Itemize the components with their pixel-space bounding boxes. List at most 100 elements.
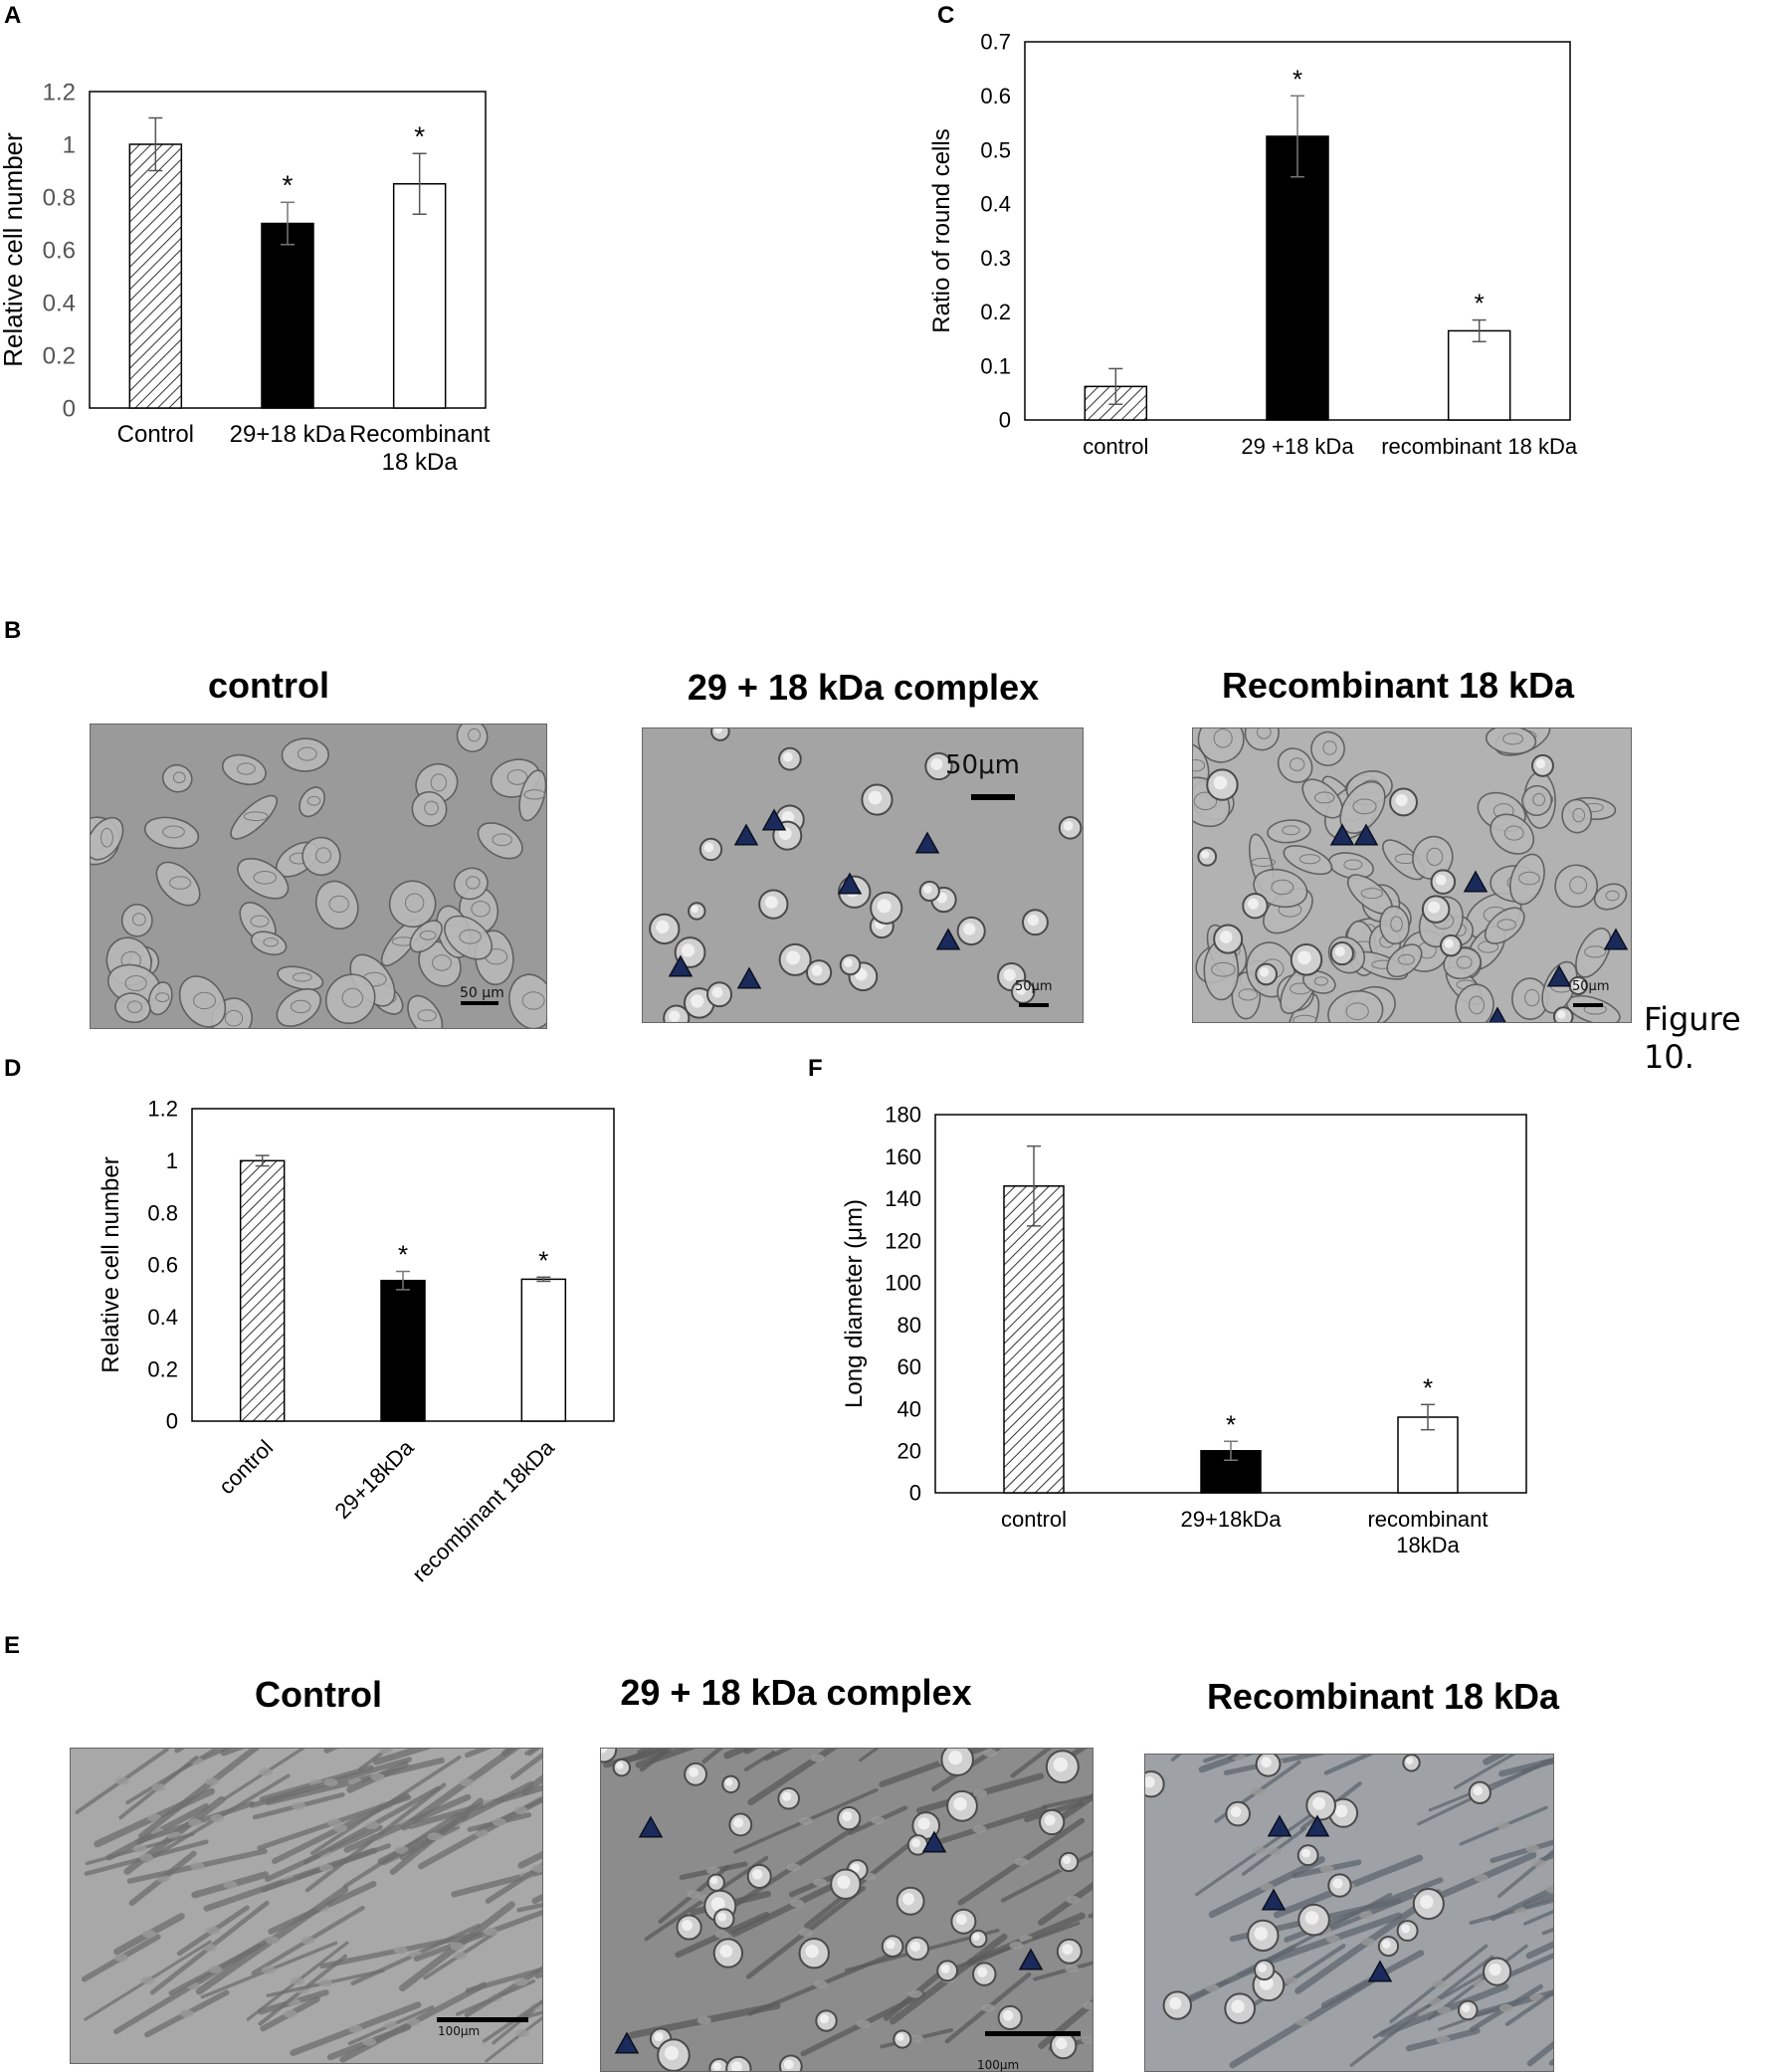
y-tick-label: 0.3 xyxy=(980,246,1011,271)
y-tick-label: 0.4 xyxy=(147,1305,178,1330)
scale-bar xyxy=(985,2031,1081,2036)
scale-bar xyxy=(437,2017,528,2022)
significance-marker: * xyxy=(283,169,294,200)
arrowhead-marker-icon xyxy=(733,823,759,846)
y-tick-label: 0.7 xyxy=(980,30,1011,55)
arrowhead-marker-icon xyxy=(1353,823,1379,846)
bar-control xyxy=(128,143,183,409)
y-tick-label: 0.6 xyxy=(147,1253,178,1278)
y-tick-label: 100 xyxy=(885,1271,921,1296)
y-tick-label: 140 xyxy=(885,1186,921,1211)
y-tick-label: 0.5 xyxy=(980,137,1011,162)
arrowhead-marker-icon xyxy=(1261,1888,1287,1911)
significance-marker: * xyxy=(1475,289,1485,318)
y-tick-label: 0 xyxy=(166,1409,178,1434)
y-tick-label: 60 xyxy=(897,1354,921,1379)
bar-recombinant-18-kda xyxy=(1447,329,1511,421)
panel-b-title-control: control xyxy=(208,665,329,706)
micrograph-e-recombinant xyxy=(1144,1754,1554,2072)
scale-label-e2: 100μm xyxy=(977,2058,1020,2072)
scale-label-b2-bottom: 50μm xyxy=(1015,979,1053,994)
panel-e-title-control: Control xyxy=(255,1674,382,1715)
panel-label-a: A xyxy=(4,2,22,29)
significance-marker: * xyxy=(1293,64,1302,94)
y-tick-label: 1 xyxy=(166,1148,178,1173)
significance-marker: * xyxy=(398,1240,408,1270)
significance-marker: * xyxy=(538,1245,548,1275)
arrowhead-marker-icon xyxy=(638,1815,664,1838)
arrowhead-marker-icon xyxy=(1018,1948,1044,1970)
chart-panel-d: 0 0.2 0.4 0.6 0.8 1 1.2 Relative cell number con… xyxy=(98,1097,615,1586)
arrowhead-marker-icon xyxy=(1546,964,1572,987)
significance-marker: * xyxy=(1423,1372,1433,1402)
scale-label-e1: 100μm xyxy=(438,2024,481,2038)
bar-29-18-kda xyxy=(1266,135,1329,421)
x-tick-label: 29+18 kDa xyxy=(230,421,346,448)
y-tick-label: 0.4 xyxy=(43,290,76,316)
arrowhead-marker-icon xyxy=(935,928,961,950)
micrograph-e-complex xyxy=(600,1748,1094,2072)
y-tick-label: 1 xyxy=(63,131,76,158)
significance-marker: * xyxy=(414,120,425,151)
bar-29-18kda xyxy=(380,1279,426,1422)
figure-caption: Figure 10. xyxy=(1644,1000,1741,1076)
y-tick-label: 0 xyxy=(999,408,1011,433)
panel-b-title-complex: 29 + 18 kDa complex xyxy=(687,667,1040,708)
y-tick-label: 0.2 xyxy=(980,300,1011,324)
x-tick-label: 29+18kDa xyxy=(329,1434,419,1524)
y-tick-label: 0.6 xyxy=(980,84,1011,108)
y-tick-label: 40 xyxy=(897,1396,921,1421)
arrowhead-marker-icon xyxy=(1489,1006,1506,1022)
panel-label-c: C xyxy=(937,2,955,29)
bar-recombinant-18kda xyxy=(520,1278,567,1422)
micrograph-b-complex xyxy=(642,727,1084,1023)
y-tick-label: 0.1 xyxy=(980,353,1011,378)
scale-label-b3: 50μm xyxy=(1572,979,1610,994)
arrowhead-marker-icon xyxy=(668,954,694,977)
arrowhead-marker-icon xyxy=(1329,823,1355,846)
x-tick-label: 29+18kDa xyxy=(1181,1507,1283,1532)
arrowhead-marker-icon xyxy=(614,2031,640,2054)
y-tick-label: 80 xyxy=(897,1313,921,1338)
y-tick-label: 0.8 xyxy=(43,184,76,211)
arrowhead-marker-icon xyxy=(1463,870,1489,893)
x-tick-label: Recombinant xyxy=(349,421,491,448)
significance-marker: * xyxy=(1226,1409,1236,1439)
y-tick-label: 0 xyxy=(63,395,76,422)
y-axis-label: Relative cell number xyxy=(0,132,28,367)
micrograph-b-control xyxy=(90,724,547,1029)
chart-panel-f: 0 20 40 60 80 100 120 140 160 180 Long diameter (μ… xyxy=(841,1103,1527,1557)
y-tick-label: 0 xyxy=(909,1481,921,1506)
panel-e-title-complex: 29 + 18 kDa complex xyxy=(620,1672,972,1713)
arrowhead-marker-icon xyxy=(1367,1960,1393,1982)
y-tick-label: 0.6 xyxy=(43,237,76,264)
scale-bar xyxy=(1573,1003,1603,1007)
bar-control xyxy=(1003,1185,1065,1494)
y-tick-label: 1.2 xyxy=(43,79,76,105)
panel-b-title-recombinant: Recombinant 18 kDa xyxy=(1221,665,1575,706)
x-tick-label: Control xyxy=(117,421,194,448)
x-tick-label: recombinant 18 kDa xyxy=(1381,434,1578,459)
y-tick-label: 120 xyxy=(885,1228,921,1253)
y-tick-label: 180 xyxy=(885,1103,921,1128)
chart-panel-c: 0 0.1 0.2 0.3 0.4 0.5 0.6 0.7 Ratio of round cel… xyxy=(928,30,1578,459)
y-tick-label: 1.2 xyxy=(147,1097,178,1122)
scale-label-b2-top: 50μm xyxy=(945,750,1020,780)
micrograph-b-recombinant xyxy=(1192,727,1632,1023)
x-tick-label: 18kDa xyxy=(1396,1533,1460,1557)
arrowhead-marker-icon xyxy=(1267,1814,1293,1837)
arrowhead-marker-icon xyxy=(761,808,787,831)
scale-bar xyxy=(971,794,1015,800)
bar-control xyxy=(239,1159,286,1422)
arrowhead-marker-icon xyxy=(914,831,940,854)
arrowhead-marker-icon xyxy=(837,872,863,895)
y-tick-label: 20 xyxy=(897,1438,921,1463)
x-tick-label: recombinant 18kDa xyxy=(407,1434,559,1586)
arrowhead-marker-icon xyxy=(736,966,762,989)
arrowhead-marker-icon xyxy=(1603,928,1629,950)
x-tick-label: recombinant xyxy=(1367,1507,1488,1532)
bar-29-18-kda xyxy=(261,222,314,409)
x-tick-label: control xyxy=(214,1435,278,1499)
y-axis-label: Ratio of round cells xyxy=(928,128,955,332)
scale-bar xyxy=(461,1001,498,1005)
